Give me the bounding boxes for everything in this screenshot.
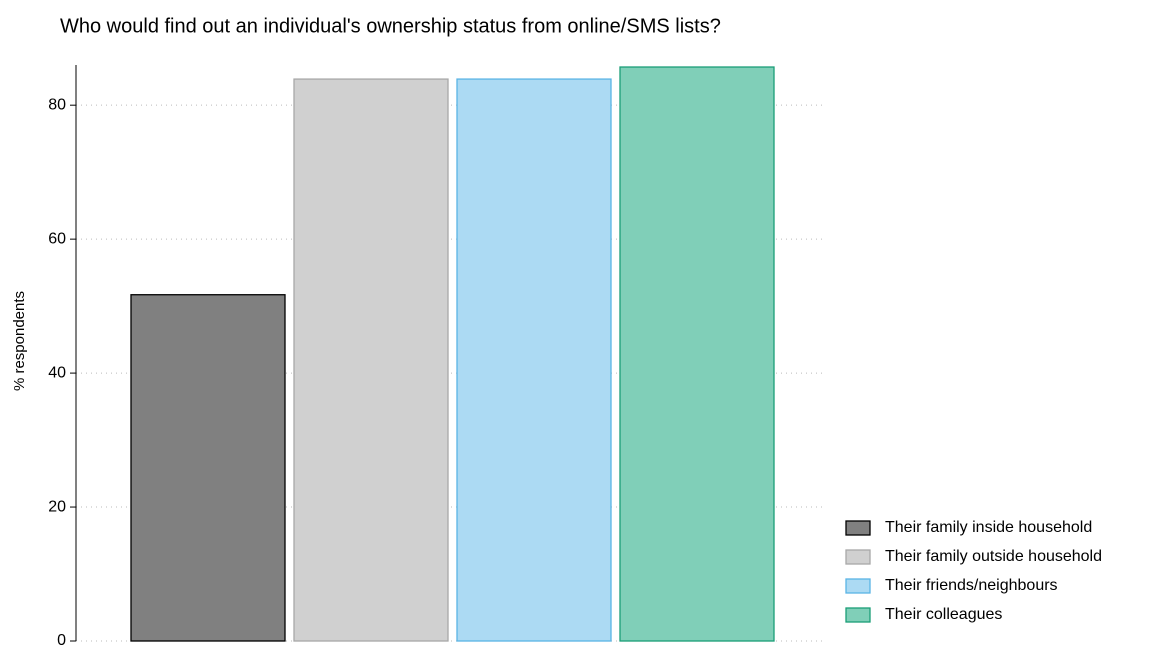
legend-label: Their family outside household (885, 548, 1102, 565)
legend-label: Their family inside household (885, 519, 1092, 536)
y-tick-label: 40 (48, 364, 66, 381)
bar (293, 78, 449, 642)
legend-swatch (845, 549, 871, 565)
legend-label: Their colleagues (885, 606, 1002, 623)
bar (456, 78, 612, 642)
bar (130, 294, 286, 642)
y-tick-label: 20 (48, 498, 66, 515)
chart-title: Who would find out an individual's owner… (60, 15, 721, 37)
bar (619, 66, 775, 642)
y-tick-label: 0 (57, 632, 66, 649)
legend-swatch (845, 607, 871, 623)
legend-swatch (845, 520, 871, 536)
legend-label: Their friends/neighbours (885, 577, 1058, 594)
y-tick-label: 60 (48, 230, 66, 247)
y-tick-label: 80 (48, 96, 66, 113)
legend-swatch (845, 578, 871, 594)
y-axis-label: % respondents (11, 291, 28, 391)
